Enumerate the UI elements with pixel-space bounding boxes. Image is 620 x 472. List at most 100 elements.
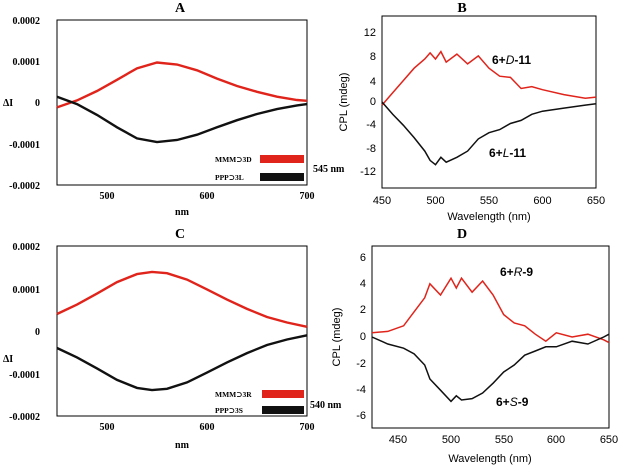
panel-a-ytick: 0.0002 [13,16,41,27]
panel-c-ytick: 0 [35,327,40,338]
panel-d-ytick: 4 [360,278,366,290]
panel-a: 0.0002 0.0001 0 -0.0001 -0.0002 500 600 … [3,16,345,218]
panel-b-ytick: 12 [364,27,376,39]
panel-c-xlabel: nm [175,440,190,451]
panel-b-ytick: 0 [370,96,376,108]
label-italic: D [506,53,515,67]
label-italic: L [503,146,510,160]
panel-b-xtick: 550 [480,195,498,207]
legend-c-label-1: PPP⊃3S [215,406,243,415]
panel-a-legend: MMM⊃3D PPP⊃3L [215,155,304,182]
panel-d-ytick: -6 [356,410,366,422]
panel-b-ytick: -8 [366,143,376,155]
label-italic: S [510,395,518,409]
label-prefix: 6+ [489,146,503,160]
panel-d: 6 4 2 0 -2 -4 -6 450 500 550 600 650 CPL… [331,245,618,465]
panel-d-label-r9: 6+R-9 [500,265,533,279]
label-prefix: 6+ [496,395,510,409]
label-suffix: -9 [522,265,533,279]
panel-title-c: C [175,227,185,242]
panel-a-ticks: 0.0002 0.0001 0 -0.0001 -0.0002 500 600 … [9,16,314,202]
panel-a-xtick: 600 [200,191,215,202]
panel-d-xlabel: Wavelength (nm) [448,453,531,465]
panel-a-ytick: -0.0002 [9,181,40,192]
panel-a-ytick: 0.0001 [13,57,41,68]
panel-a-xlabel: nm [175,207,190,218]
panel-b-xtick: 450 [373,195,391,207]
legend-a-label-0: MMM⊃3D [215,155,252,164]
panel-c-ytick: -0.0002 [9,412,40,423]
panel-c-annotation: 540 nm [310,400,342,411]
panel-a-plot-frame [56,19,308,186]
panel-a-series-mmm-3d [56,61,308,109]
label-italic: R [514,265,523,279]
legend-a-label-1: PPP⊃3L [215,173,244,182]
panel-a-ytick: -0.0001 [9,140,40,151]
panel-b-series-d11 [381,50,597,106]
panel-b-xlabel: Wavelength (nm) [447,211,530,223]
legend-a-swatch-1 [260,173,304,181]
panel-b-ytick: 8 [370,51,376,63]
panel-c-ytick: 0.0001 [13,285,41,296]
label-suffix: -9 [518,395,529,409]
panel-c-xtick: 700 [300,422,315,433]
panel-a-annotation: 545 nm [313,164,345,175]
panel-c-xtick: 500 [100,422,115,433]
legend-c-label-0: MMM⊃3R [215,390,252,399]
panel-d-xtick: 500 [442,434,460,446]
panel-b-xtick: 600 [533,195,551,207]
panel-d-xtick: 550 [495,434,513,446]
panel-b-xtick: 650 [587,195,605,207]
panel-b-xtick: 500 [426,195,444,207]
panel-c-ylabel: ΔI [3,354,13,365]
panel-b-ytick: -12 [360,166,376,178]
panel-c-legend: MMM⊃3R PPP⊃3S [215,390,304,415]
legend-c-swatch-1 [262,406,304,414]
panel-c-ytick: -0.0001 [9,370,40,381]
panel-a-xtick: 500 [100,191,115,202]
panel-a-ytick: 0 [35,98,40,109]
panel-c: 0.0002 0.0001 0 -0.0001 -0.0002 500 600 … [3,242,342,451]
label-suffix: -11 [514,53,531,67]
panel-c-plot-frame [56,245,308,417]
panel-d-series-r9 [371,276,610,344]
panel-a-xtick: 700 [300,191,315,202]
panel-title-b: B [457,1,466,16]
panel-a-series-ppp-3l [56,95,308,144]
panel-b-ticks: 12 8 4 0 -4 -8 -12 450 500 550 600 650 [360,27,605,207]
panel-d-series-s9 [371,333,610,403]
panel-title-a: A [175,1,186,16]
panel-b-ytick: 4 [370,76,376,88]
panel-a-ylabel: ΔI [3,98,13,109]
panel-b-label-l11: 6+L-11 [489,146,526,160]
label-prefix: 6+ [500,265,514,279]
panel-d-ytick: 6 [360,252,366,264]
legend-c-swatch-0 [262,390,304,398]
panel-b-ytick: -4 [366,119,376,131]
panel-d-ytick: -2 [356,358,366,370]
panel-d-xtick: 600 [547,434,565,446]
panel-c-series-mmm-3r [56,270,308,328]
legend-a-swatch-0 [260,155,304,163]
panel-b-label-d11: 6+D-11 [492,53,531,67]
panel-d-xtick: 450 [389,434,407,446]
panel-c-series-ppp-3s [56,334,308,392]
panel-b-plot-frame [381,15,597,189]
panel-d-label-s9: 6+S-9 [496,395,529,409]
label-prefix: 6+ [492,53,506,67]
panel-d-ylabel: CPL (mdeg) [331,308,343,367]
panel-c-xtick: 600 [200,422,215,433]
panel-c-ytick: 0.0002 [13,242,41,253]
panel-d-ticks: 6 4 2 0 -2 -4 -6 450 500 550 600 650 [356,252,618,446]
panel-d-ytick: -4 [356,384,366,396]
panel-b-ylabel: CPL (mdeg) [338,73,350,132]
panel-b-series-l11 [381,101,597,166]
panel-c-ticks: 0.0002 0.0001 0 -0.0001 -0.0002 500 600 … [9,242,314,433]
panel-d-ytick: 0 [360,331,366,343]
panel-title-d: D [457,227,467,242]
panel-b: 12 8 4 0 -4 -8 -12 450 500 550 600 650 C… [338,15,605,223]
panel-d-xtick: 650 [600,434,618,446]
label-suffix: -11 [509,146,526,160]
panel-d-ytick: 2 [360,304,366,316]
